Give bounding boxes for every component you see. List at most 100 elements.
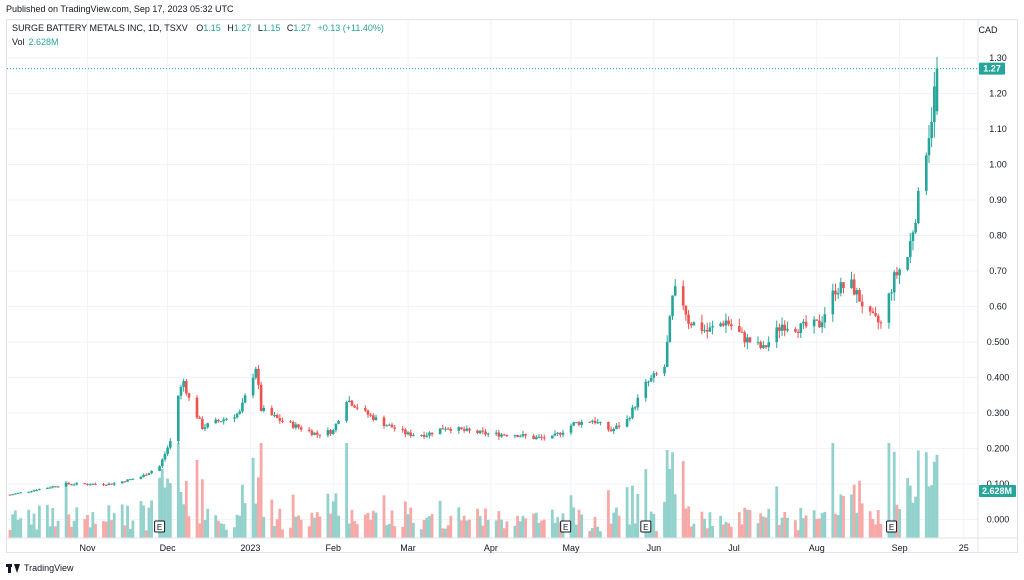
candle-body (104, 484, 108, 486)
candle-body (478, 430, 482, 434)
candle-body (607, 421, 610, 430)
volume-bar (777, 524, 781, 538)
volume-bar (705, 528, 709, 538)
volume-bar (32, 513, 36, 538)
candle-body (318, 434, 322, 436)
candle-body (823, 314, 827, 323)
time-tick-label: Mar (400, 543, 416, 553)
candle-body (297, 424, 300, 428)
volume-bar (516, 515, 519, 538)
candle-body (636, 397, 640, 408)
volume-bar (577, 509, 581, 538)
volume-bar (86, 514, 89, 538)
volume-bar (780, 517, 784, 538)
time-tick-label: May (563, 543, 581, 553)
low-value: 1.15 (262, 23, 281, 33)
candle-body (524, 434, 527, 436)
volume-bar (176, 443, 180, 538)
candle-body (588, 421, 592, 423)
change-value: +0.13 (+11.40%) (317, 23, 384, 33)
candle-body (794, 328, 797, 332)
candle-body (168, 441, 172, 448)
price-tick-label: 1.20 (989, 89, 1007, 99)
candle-body (64, 483, 68, 487)
price-tick-label: 0.000 (987, 515, 1010, 525)
candle-body (404, 429, 407, 435)
volume-bar (500, 519, 503, 538)
volume-bar (505, 521, 509, 538)
candle-body (243, 395, 247, 403)
candle-body (214, 419, 218, 424)
volume-bar (326, 493, 330, 538)
candle-body (313, 432, 316, 435)
time-axis: Nov Dec 2023 Feb Mar Apr May Jun Jul Aug Sep 25 (79, 543, 968, 553)
volume-bar (353, 521, 357, 538)
volume-bar (29, 524, 33, 538)
candle-body (366, 410, 370, 415)
volume-legend: Vol 2.628M (12, 37, 59, 47)
candle-body (27, 491, 31, 493)
high-value: 1.27 (233, 23, 252, 33)
volume-bar (334, 493, 338, 538)
candle-body (254, 368, 258, 378)
volume-bar (27, 509, 31, 538)
candle-body (818, 320, 821, 328)
candle-body (729, 324, 733, 327)
candle-body (203, 427, 207, 429)
candle-body (30, 491, 33, 493)
volume-bar (313, 517, 316, 538)
volume-bar (743, 507, 747, 538)
volume-bar (663, 501, 666, 538)
price-candles (8, 56, 939, 496)
volume-bar (596, 526, 600, 538)
candle-body (820, 322, 824, 328)
candle-body (468, 428, 471, 431)
candle-body (382, 417, 386, 426)
volume-bar (794, 520, 797, 538)
candle-body (484, 431, 487, 435)
candle-body (740, 331, 744, 333)
volume-bar (409, 507, 413, 538)
volume-bar (233, 527, 236, 538)
candle-body (914, 223, 917, 233)
candle-body (144, 474, 148, 476)
volume-bar (278, 508, 282, 538)
volume-bar (580, 514, 584, 538)
price-tick-label: 0.400 (987, 373, 1010, 383)
volume-bar (868, 511, 872, 538)
volume-bar (532, 513, 536, 538)
candle-body (796, 331, 800, 333)
volume-bar (874, 524, 877, 538)
volume-bar (411, 522, 415, 538)
candle-body (56, 486, 60, 488)
candle-body (572, 422, 575, 426)
volume-bar (430, 514, 434, 538)
volume-bar (727, 523, 731, 538)
volume-bar (382, 495, 386, 538)
volume-bar (13, 510, 17, 538)
candle-body (775, 327, 779, 343)
candle-body (681, 286, 685, 306)
time-tick-label: Jul (728, 543, 740, 553)
candle-body (88, 484, 92, 486)
volume-bar (684, 508, 688, 538)
price-tick-label: 0.90 (989, 195, 1007, 205)
candle-body (409, 432, 413, 436)
candle-body (38, 488, 41, 491)
candle-body (500, 434, 503, 437)
volume-bar (759, 513, 763, 538)
candle-body (532, 435, 535, 440)
open-key: O (196, 23, 204, 33)
volume-bar (598, 531, 602, 538)
candle-body (633, 407, 637, 409)
volume-bar (540, 520, 544, 538)
candle-body (217, 419, 220, 422)
volume-bar (235, 514, 239, 538)
volume-bar (462, 515, 466, 538)
volume-bar (692, 523, 696, 538)
candle-body (700, 322, 704, 331)
volume-bar (318, 516, 322, 538)
price-tick-label: 0.300 (987, 408, 1010, 418)
candle-body (780, 324, 784, 331)
